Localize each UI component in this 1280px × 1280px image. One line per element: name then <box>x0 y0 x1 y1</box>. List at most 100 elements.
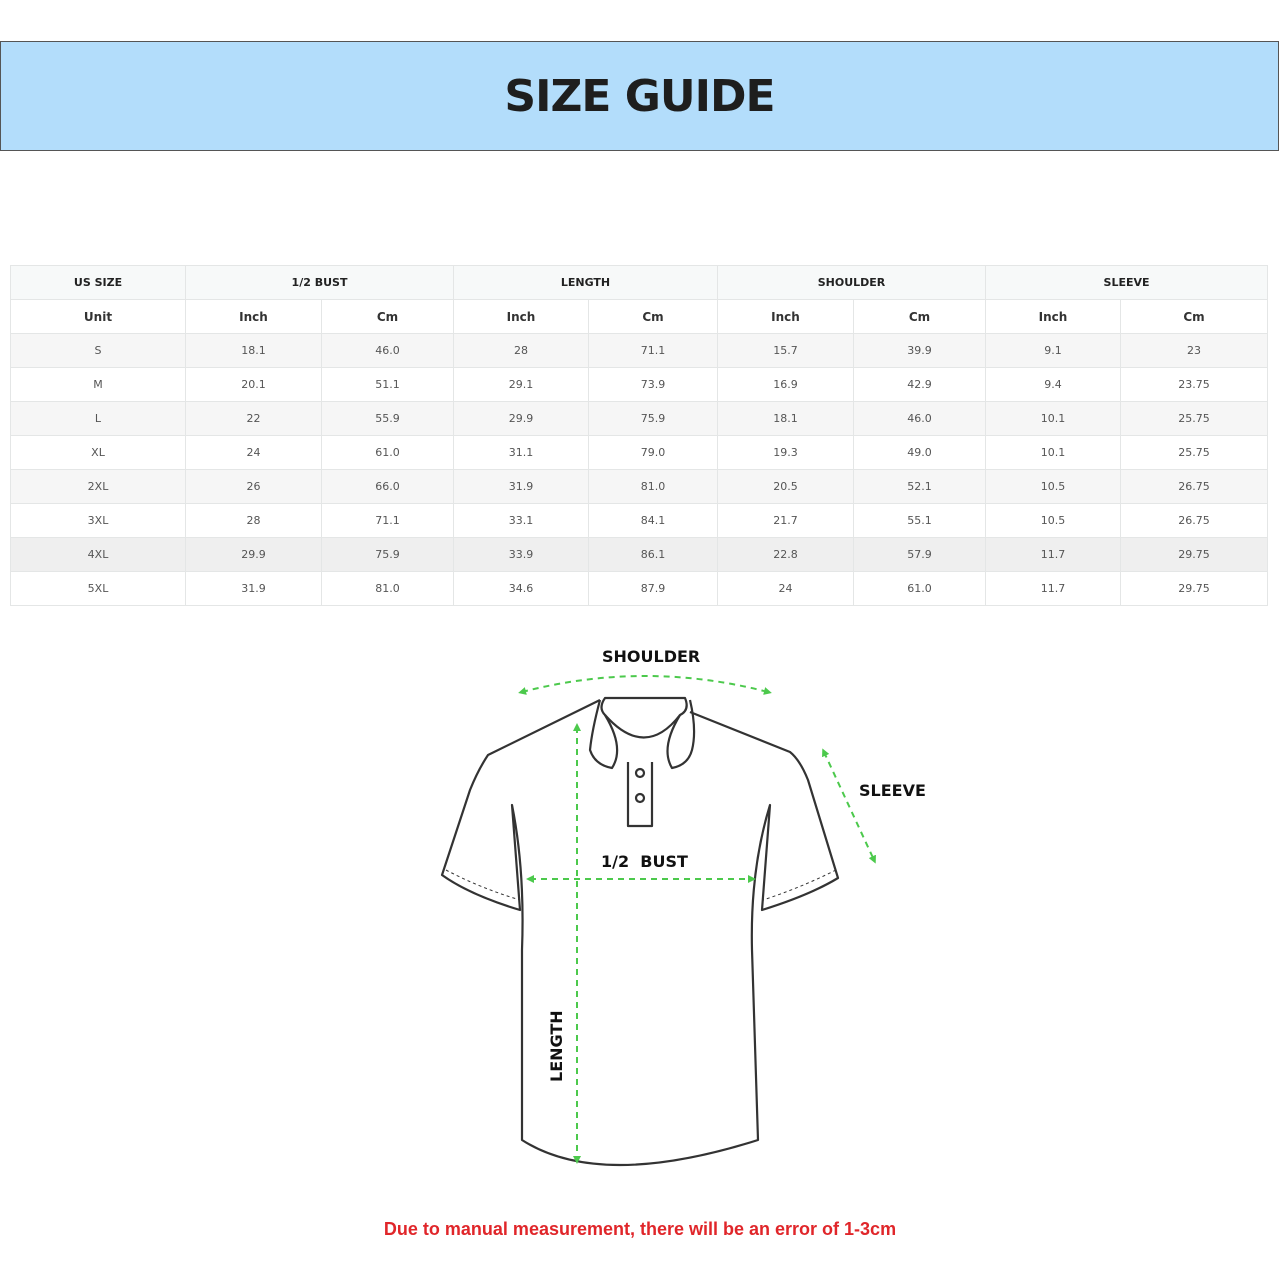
value-cell: 46.0 <box>852 401 987 436</box>
table-row: 4XL 29.9 75.9 33.9 86.1 22.8 57.9 11.7 29.75 <box>10 537 1269 572</box>
value-cell: 10.1 <box>985 435 1122 470</box>
size-cell: XL <box>10 435 186 470</box>
value-cell: 33.9 <box>453 537 589 572</box>
value-cell: 75.9 <box>321 537 454 572</box>
value-cell: 87.9 <box>588 571 718 606</box>
value-cell: 42.9 <box>852 367 987 402</box>
unit-header: Inch <box>453 299 589 334</box>
unit-header: Unit <box>10 299 186 334</box>
value-cell: 15.7 <box>717 333 854 368</box>
size-cell: M <box>10 367 186 402</box>
size-table: US SIZE 1/2 BUST LENGTH SHOULDER SLEEVE … <box>10 265 1269 606</box>
placket <box>626 762 654 828</box>
value-cell: 22 <box>185 401 322 436</box>
value-cell: 24 <box>185 435 322 470</box>
table-row: 2XL 26 66.0 31.9 81.0 20.5 52.1 10.5 26.75 <box>10 469 1269 504</box>
collar <box>588 699 696 770</box>
unit-header: Cm <box>321 299 454 334</box>
table-row: 5XL 31.9 81.0 34.6 87.9 24 61.0 11.7 29.75 <box>10 571 1269 606</box>
size-cell: S <box>10 333 186 368</box>
value-cell: 46.0 <box>321 333 454 368</box>
value-cell: 25.75 <box>1120 435 1269 470</box>
size-cell: L <box>10 401 186 436</box>
unit-header: Inch <box>985 299 1122 334</box>
value-cell: 86.1 <box>588 537 718 572</box>
value-cell: 29.9 <box>453 401 589 436</box>
value-cell: 79.0 <box>588 435 718 470</box>
value-cell: 34.6 <box>453 571 589 606</box>
page-title: SIZE GUIDE <box>504 70 775 122</box>
value-cell: 19.3 <box>717 435 854 470</box>
value-cell: 10.5 <box>985 503 1122 538</box>
value-cell: 18.1 <box>185 333 322 368</box>
value-cell: 31.1 <box>453 435 589 470</box>
value-cell: 9.4 <box>985 367 1122 402</box>
header-length: LENGTH <box>453 265 718 300</box>
table-row: M 20.1 51.1 29.1 73.9 16.9 42.9 9.4 23.75 <box>10 367 1269 402</box>
table-row: XL 24 61.0 31.1 79.0 19.3 49.0 10.1 25.75 <box>10 435 1269 470</box>
unit-header: Cm <box>588 299 718 334</box>
shirt-body <box>440 699 840 1167</box>
value-cell: 20.1 <box>185 367 322 402</box>
sleeve-label: SLEEVE <box>859 781 926 800</box>
header-sleeve: SLEEVE <box>985 265 1269 300</box>
value-cell: 31.9 <box>185 571 322 606</box>
value-cell: 81.0 <box>588 469 718 504</box>
value-cell: 29.75 <box>1120 571 1269 606</box>
value-cell: 66.0 <box>321 469 454 504</box>
size-cell: 3XL <box>10 503 186 538</box>
value-cell: 10.5 <box>985 469 1122 504</box>
value-cell: 29.75 <box>1120 537 1269 572</box>
bust-label: 1/2 BUST <box>601 852 688 871</box>
value-cell: 28 <box>185 503 322 538</box>
value-cell: 26 <box>185 469 322 504</box>
measure-arrows <box>518 675 876 1164</box>
value-cell: 11.7 <box>985 571 1122 606</box>
value-cell: 84.1 <box>588 503 718 538</box>
value-cell: 22.8 <box>717 537 854 572</box>
value-cell: 75.9 <box>588 401 718 436</box>
header-banner: SIZE GUIDE <box>0 41 1279 151</box>
measurement-note: Due to manual measurement, there will be… <box>383 1219 897 1239</box>
value-cell: 11.7 <box>985 537 1122 572</box>
value-cell: 71.1 <box>588 333 718 368</box>
header-us-size: US SIZE <box>10 265 186 300</box>
value-cell: 9.1 <box>985 333 1122 368</box>
unit-header: Inch <box>717 299 854 334</box>
value-cell: 18.1 <box>717 401 854 436</box>
value-cell: 71.1 <box>321 503 454 538</box>
value-cell: 23 <box>1120 333 1269 368</box>
value-cell: 29.9 <box>185 537 322 572</box>
table-row: L 22 55.9 29.9 75.9 18.1 46.0 10.1 25.75 <box>10 401 1269 436</box>
value-cell: 49.0 <box>852 435 987 470</box>
value-cell: 20.5 <box>717 469 854 504</box>
value-cell: 26.75 <box>1120 469 1269 504</box>
table-row: 3XL 28 71.1 33.1 84.1 21.7 55.1 10.5 26.75 <box>10 503 1269 538</box>
value-cell: 28 <box>453 333 589 368</box>
value-cell: 57.9 <box>852 537 987 572</box>
shoulder-arrow <box>518 675 772 695</box>
value-cell: 61.0 <box>852 571 987 606</box>
value-cell: 26.75 <box>1120 503 1269 538</box>
value-cell: 52.1 <box>852 469 987 504</box>
value-cell: 73.9 <box>588 367 718 402</box>
value-cell: 29.1 <box>453 367 589 402</box>
shoulder-label: SHOULDER <box>602 647 701 666</box>
value-cell: 31.9 <box>453 469 589 504</box>
value-cell: 16.9 <box>717 367 854 402</box>
value-cell: 81.0 <box>321 571 454 606</box>
unit-header: Cm <box>852 299 987 334</box>
header-bust: 1/2 BUST <box>185 265 454 300</box>
value-cell: 55.1 <box>852 503 987 538</box>
size-cell: 4XL <box>10 537 186 572</box>
value-cell: 21.7 <box>717 503 854 538</box>
value-cell: 24 <box>717 571 854 606</box>
size-cell: 2XL <box>10 469 186 504</box>
value-cell: 33.1 <box>453 503 589 538</box>
value-cell: 25.75 <box>1120 401 1269 436</box>
table-row: S 18.1 46.0 28 71.1 15.7 39.9 9.1 23 <box>10 333 1269 368</box>
value-cell: 51.1 <box>321 367 454 402</box>
value-cell: 39.9 <box>852 333 987 368</box>
polo-shirt-illustration <box>440 675 876 1167</box>
shirt-diagram: SHOULDER SLEEVE 1/2 BUST LENGTH <box>0 630 1280 1190</box>
